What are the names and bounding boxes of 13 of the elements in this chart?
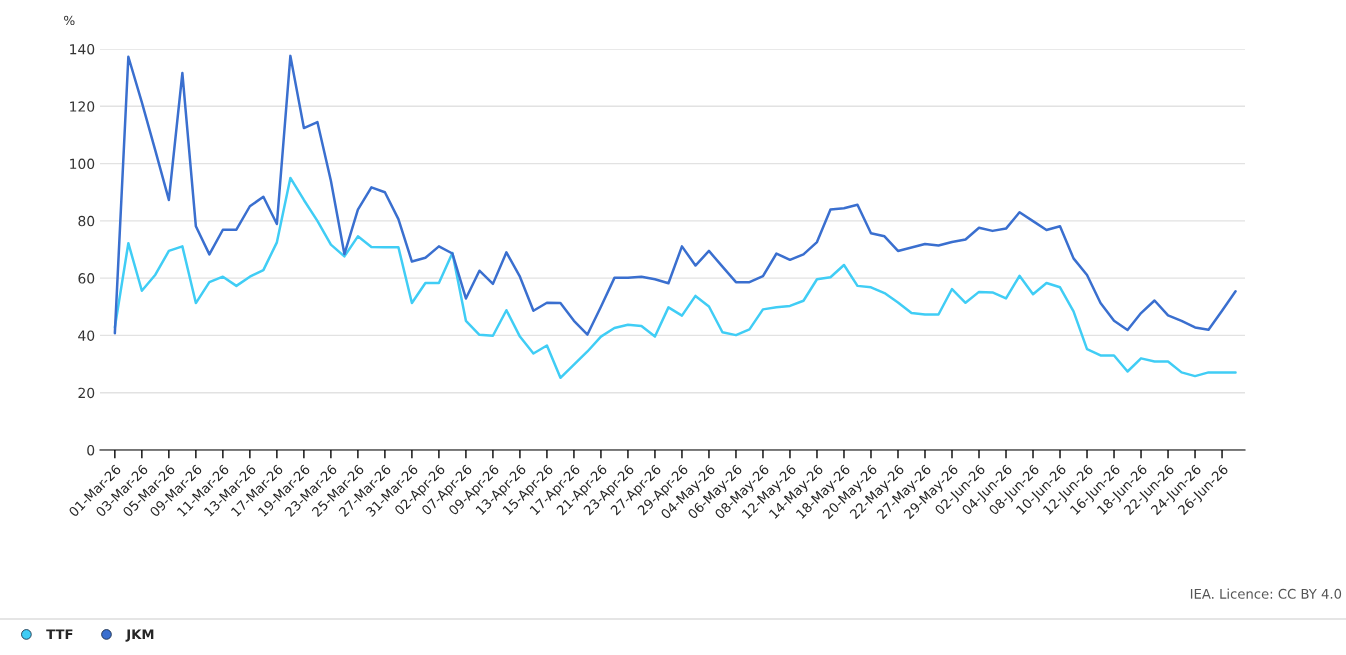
line-series — [113, 54, 1237, 336]
y-tick-label: 60 — [78, 273, 95, 284]
y-tick-label: 0 — [87, 444, 95, 456]
y-axis-title: % — [64, 15, 75, 26]
legend-label: TTF — [46, 629, 73, 640]
y-tick-label: 140 — [70, 43, 95, 55]
y-tick-label: 40 — [78, 330, 95, 341]
legend-label: JKM — [125, 629, 154, 642]
y-tick-label: 120 — [70, 101, 95, 112]
y-tick-label: 100 — [70, 158, 95, 170]
text: IEA. Licence: CC BY 4.0 — [1190, 588, 1342, 599]
y-tick-label: 20 — [78, 387, 95, 399]
y-tick-label: 80 — [78, 215, 95, 227]
